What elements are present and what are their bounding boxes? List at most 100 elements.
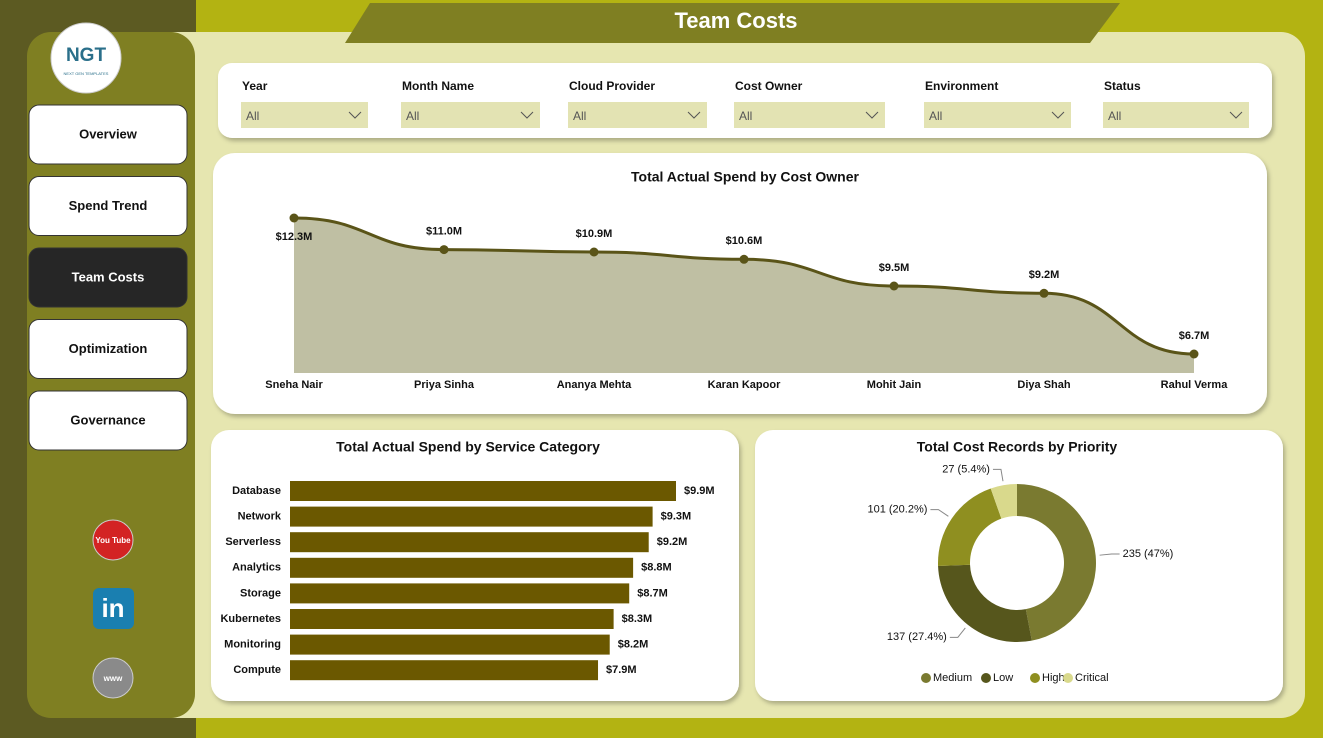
filter-value[interactable]: All — [573, 109, 586, 123]
social-icon[interactable] — [93, 588, 134, 629]
data-label: $8.7M — [637, 587, 668, 599]
leader-line — [949, 627, 966, 638]
nav-button[interactable] — [28, 104, 188, 165]
filter-value[interactable]: All — [1108, 109, 1121, 123]
bar — [290, 506, 653, 527]
logo-tagline: NEXT GEN TEMPLATES — [64, 71, 109, 76]
bar — [290, 660, 599, 681]
nav-button[interactable] — [28, 319, 188, 379]
data-label: $10.6M — [726, 235, 763, 247]
point — [739, 254, 749, 264]
x-tick-label: Ananya Mehta — [557, 379, 632, 391]
chart-title: Total Cost Records by Priority — [917, 439, 1118, 455]
nav-button[interactable] — [28, 390, 188, 451]
point — [1189, 349, 1199, 359]
point — [289, 213, 299, 223]
filter-dropdown[interactable] — [924, 102, 1071, 128]
leader-line — [992, 468, 1004, 482]
filter-label: Status — [1104, 79, 1141, 93]
data-label: 137 (27.4%) — [887, 631, 947, 643]
filter-label: Cloud Provider — [569, 79, 655, 93]
dropdown-arrow[interactable] — [520, 111, 534, 119]
nav-label[interactable]: Overview — [79, 126, 138, 141]
y-tick-label: Serverless — [225, 536, 281, 548]
nav-button[interactable] — [28, 176, 188, 236]
point — [439, 245, 449, 255]
donut-slice — [990, 484, 1017, 519]
data-label: $11.0M — [426, 225, 462, 237]
x-tick-label: Mohit Jain — [867, 379, 922, 391]
point — [889, 281, 899, 291]
bar — [290, 557, 634, 578]
data-label: 235 (47%) — [1123, 548, 1174, 560]
data-label: $9.9M — [684, 485, 715, 497]
filter-value[interactable]: All — [739, 109, 752, 123]
data-label: $6.7M — [1179, 330, 1210, 342]
data-label: $9.3M — [661, 511, 692, 523]
nav-label[interactable]: Governance — [70, 412, 145, 427]
donut-slice — [938, 564, 1032, 642]
legend-swatch — [981, 673, 991, 683]
data-label: $7.9M — [606, 664, 637, 676]
point — [1039, 288, 1049, 298]
filter-label: Month Name — [402, 79, 474, 93]
y-tick-label: Storage — [240, 587, 281, 599]
data-label: $8.8M — [641, 562, 672, 574]
bar — [290, 532, 649, 553]
title-banner — [345, 3, 1120, 43]
filter-dropdown[interactable] — [401, 102, 540, 128]
legend-label: Low — [993, 672, 1013, 684]
y-tick-label: Database — [232, 485, 281, 497]
x-tick-label: Sneha Nair — [265, 379, 323, 391]
filter-value[interactable]: All — [929, 109, 942, 123]
logo — [50, 22, 122, 94]
nav-label[interactable]: Optimization — [69, 341, 148, 356]
filter-dropdown[interactable] — [568, 102, 707, 128]
legend-swatch — [921, 673, 931, 683]
social-icon[interactable] — [92, 657, 134, 699]
y-tick-label: Compute — [233, 664, 281, 676]
social-icon[interactable] — [92, 519, 134, 561]
nav-button[interactable] — [28, 247, 188, 308]
social-label[interactable]: You Tube — [95, 536, 131, 545]
social-label[interactable]: www — [103, 674, 123, 683]
data-label: $12.3M — [276, 231, 313, 243]
logo-name: NGT — [66, 45, 107, 66]
donut-card — [755, 430, 1283, 701]
data-label: 101 (20.2%) — [867, 504, 927, 516]
dropdown-arrow[interactable] — [1051, 111, 1065, 119]
dropdown-arrow[interactable] — [1229, 111, 1243, 119]
filter-value[interactable]: All — [246, 109, 259, 123]
data-label: $9.5M — [879, 262, 910, 274]
dropdown-arrow[interactable] — [687, 111, 701, 119]
data-label: 27 (5.4%) — [942, 463, 990, 475]
leader-line — [930, 509, 949, 517]
legend-swatch — [1030, 673, 1040, 683]
filter-label: Year — [242, 79, 268, 93]
legend-label: Medium — [933, 672, 972, 684]
filter-value[interactable]: All — [406, 109, 419, 123]
point — [589, 247, 599, 257]
data-label: $9.2M — [1029, 269, 1060, 281]
dropdown-arrow[interactable] — [865, 111, 879, 119]
nav-label[interactable]: Spend Trend — [69, 198, 148, 213]
filter-dropdown[interactable] — [241, 102, 368, 128]
social-label[interactable]: in — [101, 593, 124, 623]
y-tick-label: Analytics — [232, 562, 281, 574]
dropdown-arrow[interactable] — [348, 111, 362, 119]
nav-label[interactable]: Team Costs — [72, 269, 145, 284]
y-tick-label: Network — [238, 511, 282, 523]
donut-slice — [1017, 484, 1096, 641]
filter-dropdown[interactable] — [734, 102, 885, 128]
filter-label: Cost Owner — [735, 79, 803, 93]
x-tick-label: Diya Shah — [1017, 379, 1070, 391]
leader-line — [1099, 553, 1120, 556]
filter-dropdown[interactable] — [1103, 102, 1249, 128]
area-fill — [294, 218, 1194, 373]
y-tick-label: Monitoring — [224, 639, 281, 651]
chart-title: Total Actual Spend by Service Category — [336, 439, 600, 455]
chart-title: Total Actual Spend by Cost Owner — [631, 169, 859, 185]
data-label: $8.2M — [618, 639, 649, 651]
